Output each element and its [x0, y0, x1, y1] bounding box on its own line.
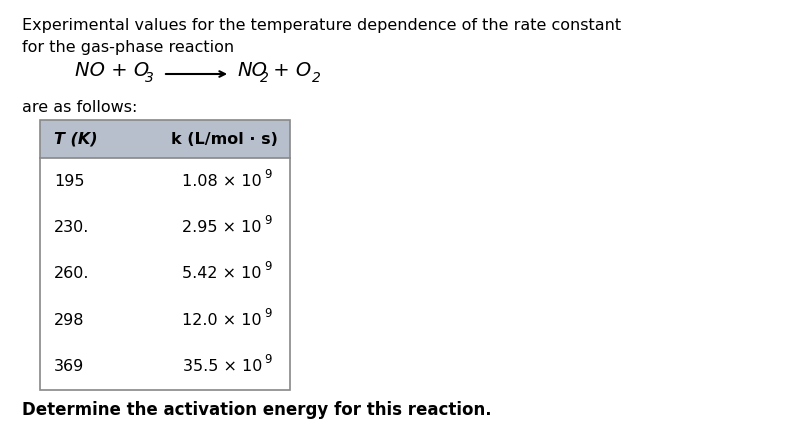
Text: 9: 9 — [264, 214, 271, 227]
Text: 5.42 × 10: 5.42 × 10 — [182, 267, 262, 282]
Text: 260.: 260. — [54, 267, 90, 282]
Text: 369: 369 — [54, 359, 84, 374]
Text: Experimental values for the temperature dependence of the rate constant: Experimental values for the temperature … — [22, 18, 621, 33]
Text: 195: 195 — [54, 174, 85, 189]
Text: 9: 9 — [264, 168, 271, 181]
Text: 3: 3 — [145, 71, 154, 85]
Text: 9: 9 — [264, 307, 271, 320]
Text: T (K): T (K) — [54, 131, 98, 146]
Text: 230.: 230. — [54, 220, 90, 235]
Text: 2: 2 — [260, 71, 269, 85]
Text: 1.08 × 10: 1.08 × 10 — [182, 174, 262, 189]
Text: 12.0 × 10: 12.0 × 10 — [182, 313, 262, 328]
Text: 9: 9 — [264, 260, 271, 273]
Text: 2.95 × 10: 2.95 × 10 — [182, 220, 262, 235]
Text: NO: NO — [237, 61, 267, 80]
Text: are as follows:: are as follows: — [22, 100, 137, 115]
Text: 35.5 × 10: 35.5 × 10 — [182, 359, 262, 374]
Text: NO + O: NO + O — [75, 61, 149, 80]
Text: Determine the activation energy for this reaction.: Determine the activation energy for this… — [22, 401, 491, 419]
Bar — [40, 120, 290, 158]
Bar — [40, 120, 290, 390]
Text: 298: 298 — [54, 313, 85, 328]
Text: for the gas-phase reaction: for the gas-phase reaction — [22, 40, 234, 55]
Text: 2: 2 — [312, 71, 321, 85]
Text: + O: + O — [267, 61, 312, 80]
Text: 9: 9 — [264, 353, 271, 366]
Text: k (L/mol · s): k (L/mol · s) — [171, 131, 278, 146]
